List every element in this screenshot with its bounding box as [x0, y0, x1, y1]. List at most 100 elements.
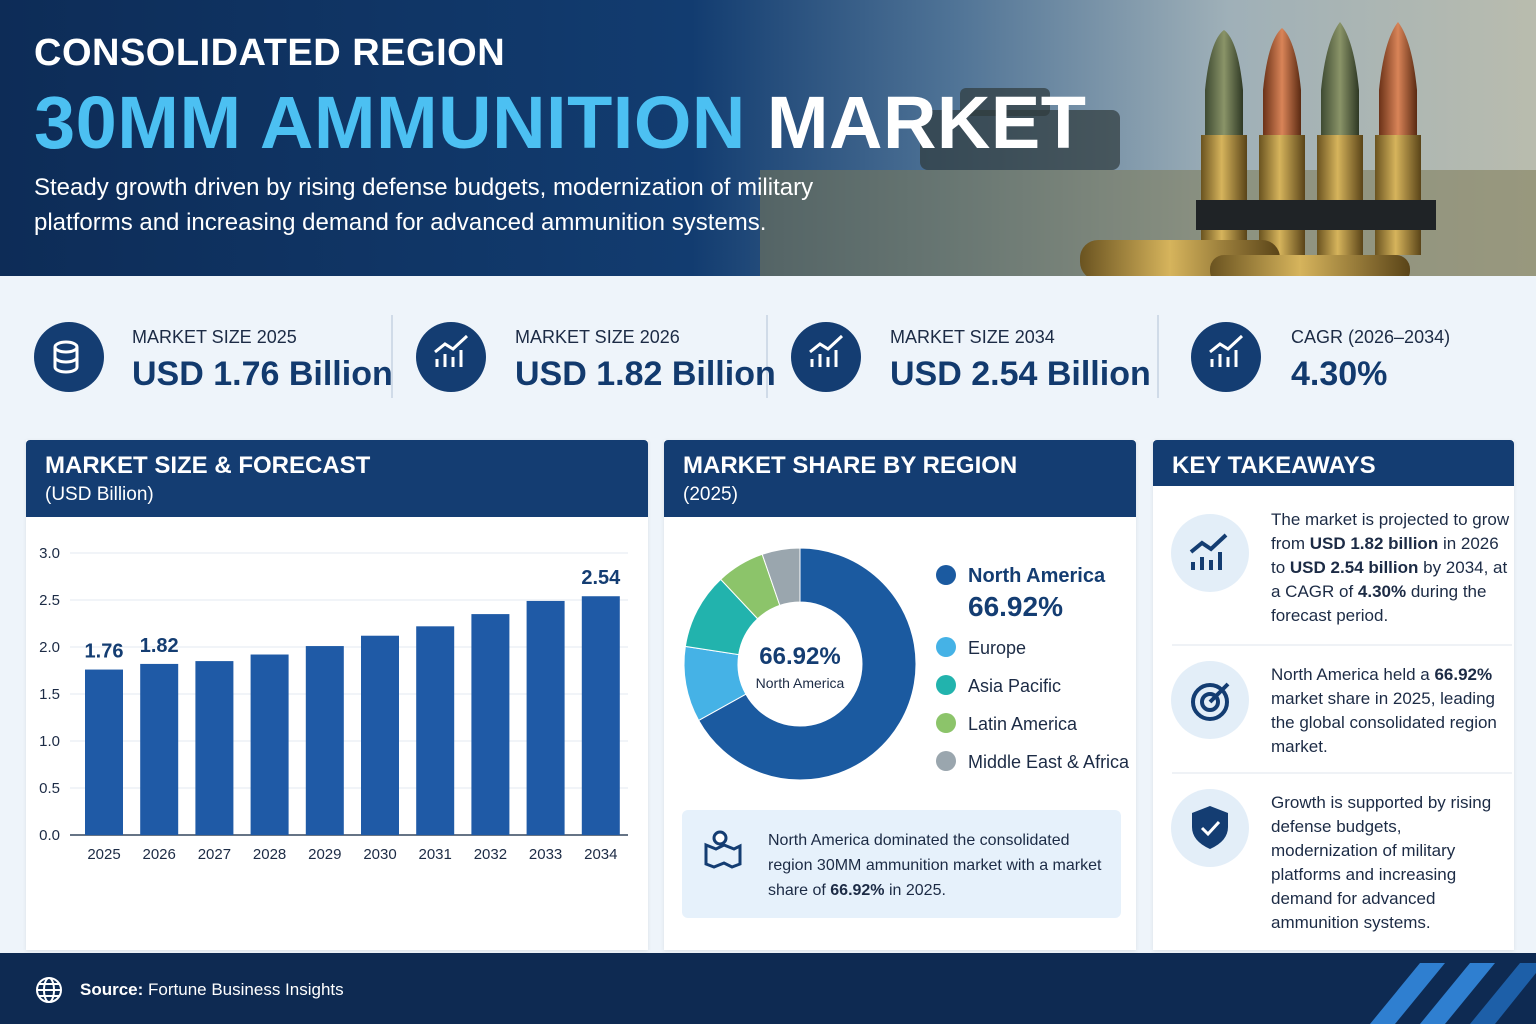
- y-tick-label: 2.0: [39, 639, 60, 656]
- legend-label: Europe: [968, 638, 1026, 658]
- text-run: in 2025.: [884, 882, 946, 899]
- x-tick-label: 2027: [198, 846, 231, 863]
- legend-label: Asia Pacific: [968, 676, 1061, 696]
- panel-title: MARKET SIZE & FORECAST: [45, 452, 371, 479]
- bar: [581, 596, 620, 835]
- footer: Source: Fortune Business Insights: [0, 953, 1536, 1024]
- emphasis: 66.92%: [1434, 665, 1493, 684]
- stat-label: MARKET SIZE 2025: [132, 327, 297, 347]
- emphasis: USD 1.82 billion: [1309, 534, 1439, 553]
- y-tick-label: 1.0: [39, 733, 60, 750]
- legend-swatch: [936, 751, 956, 771]
- stat-value: USD 1.76 Billion: [132, 355, 393, 393]
- legend-swatch: [936, 713, 956, 733]
- takeaway-icons: [1171, 514, 1512, 867]
- bar-panel-header: MARKET SIZE & FORECAST (USD Billion): [26, 440, 648, 517]
- center-value: 66.92%: [759, 643, 840, 670]
- subtitle: Steady growth driven by rising defense b…: [34, 174, 814, 236]
- bar: [85, 669, 123, 835]
- takeaway-text: North America held a 66.92% market share…: [1271, 663, 1511, 759]
- text-run: Growth is supported by rising defense bu…: [1271, 793, 1492, 932]
- data-label: 2.54: [581, 567, 621, 589]
- text-run: by 2034, at a CAGR of: [1271, 558, 1508, 601]
- y-tick-label: 0.0: [39, 827, 60, 844]
- kicker: CONSOLIDATED REGION: [34, 32, 506, 74]
- text-run: market share in 2025, leading the global…: [1271, 689, 1497, 756]
- legend-swatch: [936, 637, 956, 657]
- bar: [250, 654, 289, 835]
- emphasis: USD 2.54 billion: [1289, 558, 1419, 577]
- stat-value: 4.30%: [1291, 355, 1388, 393]
- source-name: Fortune Business Insights: [148, 980, 344, 999]
- takeaway-text: Growth is supported by rising defense bu…: [1271, 791, 1511, 935]
- panel-subtitle: (2025): [683, 484, 738, 505]
- title-highlight: 30MM AMMUNITION: [34, 81, 746, 164]
- x-tick-label: 2029: [308, 846, 341, 863]
- slice: [697, 547, 917, 781]
- x-tick-label: 2028: [253, 846, 286, 863]
- bar: [471, 614, 510, 835]
- text-run: North America dominated the consolidated…: [768, 832, 1102, 899]
- stat-icon: [416, 322, 486, 392]
- bar: [416, 626, 455, 835]
- x-tick-label: 2034: [584, 846, 617, 863]
- note-box: [682, 810, 1121, 918]
- y-tick-label: 3.0: [39, 545, 60, 562]
- panel-title: MARKET SHARE BY REGION: [683, 452, 1018, 479]
- x-tick-label: 2031: [419, 846, 452, 863]
- stat-value: USD 1.82 Billion: [515, 355, 776, 393]
- title-rest: MARKET: [766, 81, 1087, 164]
- tank-turret: [960, 88, 1050, 116]
- emphasis: 66.92%: [830, 882, 885, 899]
- bar: [140, 663, 179, 835]
- x-tick-label: 2026: [143, 846, 176, 863]
- stat-icon: [34, 322, 104, 392]
- takeaways-header: KEY TAKEAWAYS: [1153, 440, 1514, 486]
- bar: [526, 600, 565, 835]
- bar: [361, 635, 399, 835]
- text-run: during the forecast period.: [1271, 582, 1487, 625]
- globe-icon: [36, 977, 62, 1003]
- stat-label: MARKET SIZE 2034: [890, 327, 1055, 347]
- text-run: The market is projected to grow from: [1271, 510, 1510, 553]
- data-label: 1.76: [85, 641, 124, 663]
- legend-value: 66.92%: [968, 591, 1063, 622]
- legend-label: Middle East & Africa: [968, 752, 1130, 772]
- legend-swatch: [936, 565, 956, 585]
- source: Source: Fortune Business Insights: [80, 980, 344, 1000]
- stat-icon: [791, 322, 861, 392]
- bar: [305, 646, 344, 835]
- panel-title: KEY TAKEAWAYS: [1172, 452, 1376, 479]
- footer-stripes: [1370, 963, 1536, 1024]
- note-icon: [704, 830, 742, 869]
- text-run: in 2026 to: [1271, 534, 1499, 577]
- panel-subtitle: (USD Billion): [45, 484, 154, 505]
- tank: [920, 110, 1120, 170]
- stat-icon: [1191, 322, 1261, 392]
- stat-icons: [34, 315, 1261, 398]
- x-tick-label: 2030: [363, 846, 396, 863]
- x-tick-label: 2025: [87, 846, 120, 863]
- y-tick-label: 1.5: [39, 686, 60, 703]
- hero-art: [760, 22, 1536, 276]
- stat-label: CAGR (2026–2034): [1291, 327, 1451, 347]
- emphasis: 4.30%: [1357, 582, 1407, 601]
- bar: [195, 661, 234, 835]
- y-tick-label: 2.5: [39, 592, 60, 609]
- x-tick-label: 2032: [474, 846, 507, 863]
- legend-swatch: [936, 675, 956, 695]
- hero: CONSOLIDATED REGION 30MM AMMUNITION MARK…: [0, 0, 1536, 276]
- stat-label: MARKET SIZE 2026: [515, 327, 680, 347]
- stat-value: USD 2.54 Billion: [890, 355, 1151, 393]
- slice: [761, 547, 801, 607]
- pie-panel-header: MARKET SHARE BY REGION (2025): [664, 440, 1136, 517]
- bullets: [1080, 22, 1436, 276]
- text-run: North America held a: [1271, 665, 1435, 684]
- title: 30MM AMMUNITION MARKET: [34, 80, 1086, 165]
- takeaway-text: The market is projected to grow from USD…: [1271, 508, 1511, 628]
- x-tick-label: 2033: [529, 846, 562, 863]
- source-label: Source:: [80, 980, 144, 999]
- legend-label: Latin America: [968, 714, 1078, 734]
